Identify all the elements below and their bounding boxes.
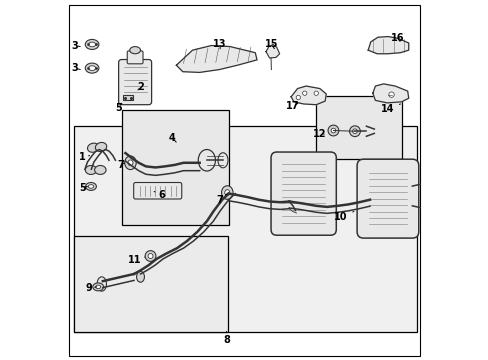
Text: 15: 15 — [264, 40, 278, 49]
Polygon shape — [367, 37, 408, 54]
Polygon shape — [372, 84, 408, 103]
Text: 11: 11 — [128, 255, 144, 265]
Ellipse shape — [330, 128, 335, 133]
FancyBboxPatch shape — [270, 152, 336, 235]
FancyBboxPatch shape — [127, 51, 142, 64]
Ellipse shape — [221, 186, 233, 199]
Ellipse shape — [88, 185, 94, 188]
Bar — [74, 235, 228, 332]
Text: 2: 2 — [137, 82, 143, 92]
Text: 10: 10 — [333, 212, 353, 221]
Bar — [74, 126, 416, 332]
Ellipse shape — [352, 129, 357, 134]
Ellipse shape — [87, 143, 99, 152]
Bar — [122, 110, 228, 225]
Ellipse shape — [148, 253, 153, 258]
Text: 9: 9 — [85, 283, 97, 293]
Ellipse shape — [128, 160, 133, 166]
Bar — [123, 95, 133, 100]
Ellipse shape — [88, 66, 96, 71]
Text: 14: 14 — [380, 104, 400, 114]
Ellipse shape — [296, 95, 300, 100]
Ellipse shape — [145, 251, 156, 261]
FancyBboxPatch shape — [356, 159, 418, 238]
Text: 7: 7 — [216, 194, 227, 205]
Ellipse shape — [224, 190, 229, 195]
Ellipse shape — [136, 271, 144, 282]
Ellipse shape — [129, 46, 140, 54]
Text: 12: 12 — [312, 129, 326, 139]
Ellipse shape — [302, 91, 306, 95]
Text: 13: 13 — [213, 40, 226, 49]
Ellipse shape — [96, 285, 101, 289]
Ellipse shape — [88, 42, 96, 47]
Ellipse shape — [85, 40, 99, 49]
Ellipse shape — [124, 156, 136, 170]
Bar — [316, 96, 401, 159]
Ellipse shape — [327, 125, 338, 136]
Ellipse shape — [388, 92, 393, 97]
Ellipse shape — [93, 283, 103, 291]
Text: 1: 1 — [79, 152, 89, 162]
Text: 5: 5 — [79, 183, 87, 193]
Text: 7: 7 — [117, 160, 124, 170]
Text: 6: 6 — [154, 190, 164, 200]
FancyBboxPatch shape — [119, 59, 151, 105]
Text: 3: 3 — [72, 41, 80, 50]
Polygon shape — [265, 44, 279, 58]
Text: 8: 8 — [223, 331, 229, 345]
Text: 4: 4 — [168, 133, 176, 143]
Text: 16: 16 — [390, 33, 404, 43]
Polygon shape — [176, 45, 257, 72]
Ellipse shape — [97, 277, 106, 291]
Ellipse shape — [95, 143, 106, 152]
Text: 5: 5 — [115, 103, 122, 113]
Ellipse shape — [313, 91, 318, 95]
Ellipse shape — [94, 166, 106, 175]
FancyBboxPatch shape — [133, 183, 182, 199]
Text: 17: 17 — [285, 102, 299, 112]
Ellipse shape — [218, 153, 227, 168]
Ellipse shape — [349, 126, 360, 136]
Polygon shape — [290, 86, 325, 105]
Text: 3: 3 — [72, 63, 80, 73]
Ellipse shape — [85, 183, 96, 190]
Ellipse shape — [85, 166, 97, 175]
Ellipse shape — [85, 63, 99, 73]
Ellipse shape — [198, 149, 215, 171]
